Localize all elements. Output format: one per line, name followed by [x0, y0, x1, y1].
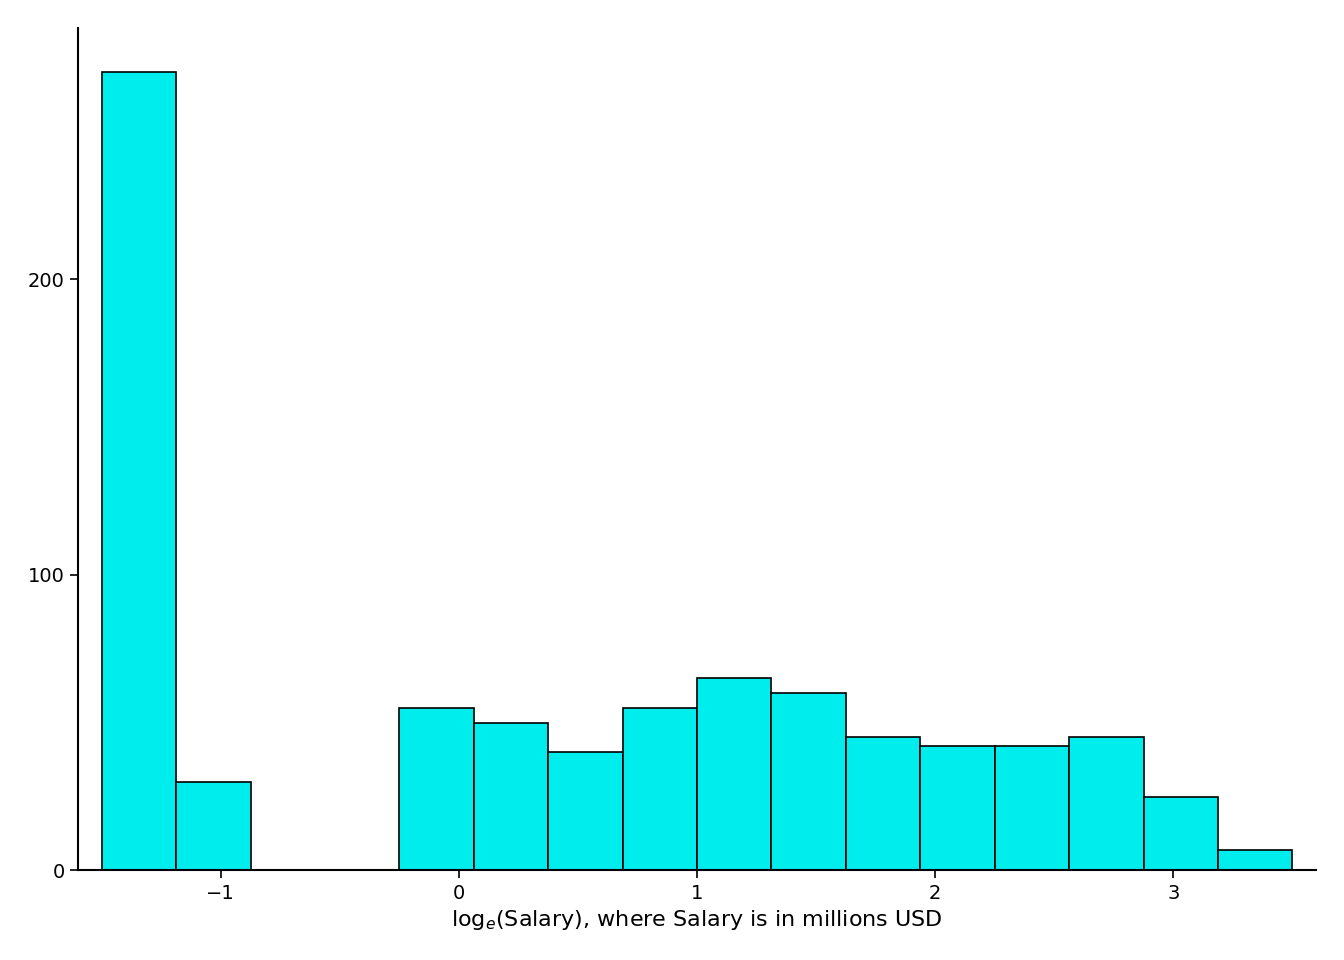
Bar [698, 679, 771, 871]
Bar [548, 753, 622, 871]
Bar [1144, 797, 1218, 871]
Bar [921, 746, 995, 871]
Bar [622, 708, 698, 871]
Bar [474, 723, 548, 871]
Bar [995, 746, 1068, 871]
Bar [845, 737, 921, 871]
Bar [176, 781, 250, 871]
Bar [102, 72, 176, 871]
Bar [1218, 850, 1293, 871]
Bar [1068, 737, 1144, 871]
X-axis label: log$_e$(Salary), where Salary is in millions USD: log$_e$(Salary), where Salary is in mill… [452, 908, 943, 932]
Bar [399, 708, 474, 871]
Bar [771, 693, 845, 871]
